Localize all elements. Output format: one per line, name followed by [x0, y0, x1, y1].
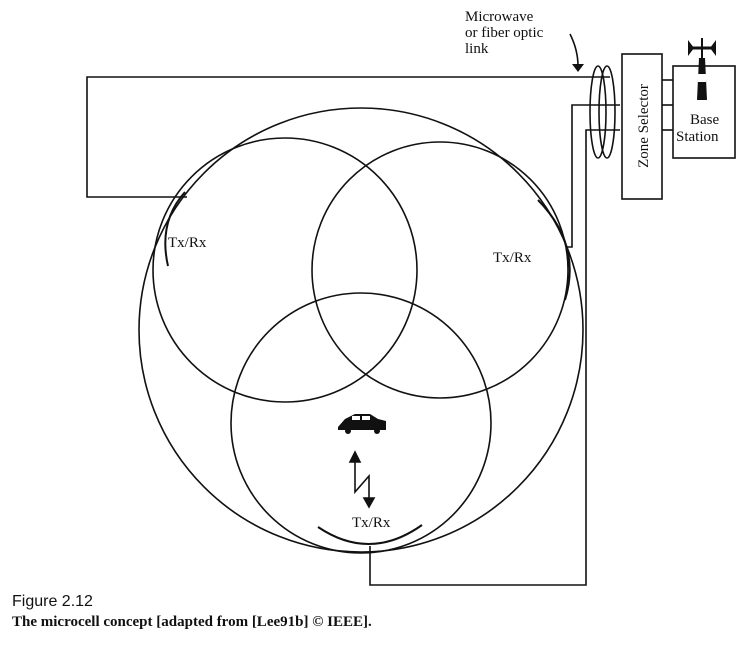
antenna-arc-bottom	[317, 524, 423, 545]
link-line-right	[567, 104, 620, 248]
antenna-arc-left	[164, 191, 186, 267]
figure-number: Figure 2.12	[12, 593, 93, 610]
link-pointer-line	[569, 33, 579, 67]
zone-selector-box	[621, 53, 663, 200]
base-station-label-line-2: Station	[676, 129, 719, 145]
link-line-bottom	[369, 129, 620, 586]
zone-selector-label: Zone Selector	[636, 84, 652, 168]
antenna-label-left: Tx/Rx	[168, 235, 207, 251]
antenna-label-right: Tx/Rx	[493, 250, 532, 266]
car-icon	[338, 414, 386, 434]
link-line-left	[86, 76, 610, 198]
microcell-bottom	[230, 292, 492, 554]
link-pointer-arrowhead	[572, 64, 584, 72]
link-label-line-3: link	[465, 41, 489, 57]
link-ellipse-2	[598, 65, 616, 159]
figure-caption: The microcell concept [adapted from [Lee…	[12, 614, 372, 630]
microcell-left	[152, 137, 418, 403]
base-station-label-line-1: Base	[690, 112, 720, 128]
antenna-tower-icon	[688, 38, 716, 100]
radio-link-arrow-icon	[348, 450, 376, 509]
antenna-label-bottom: Tx/Rx	[352, 515, 391, 531]
link-ellipse-1	[589, 65, 607, 159]
link-label-line-2: or fiber optic	[465, 25, 544, 41]
microcell-right	[311, 141, 569, 399]
link-label-line-1: Microwave	[465, 9, 534, 25]
antenna-arc-right	[537, 199, 571, 301]
large-cell-circle	[138, 107, 584, 553]
